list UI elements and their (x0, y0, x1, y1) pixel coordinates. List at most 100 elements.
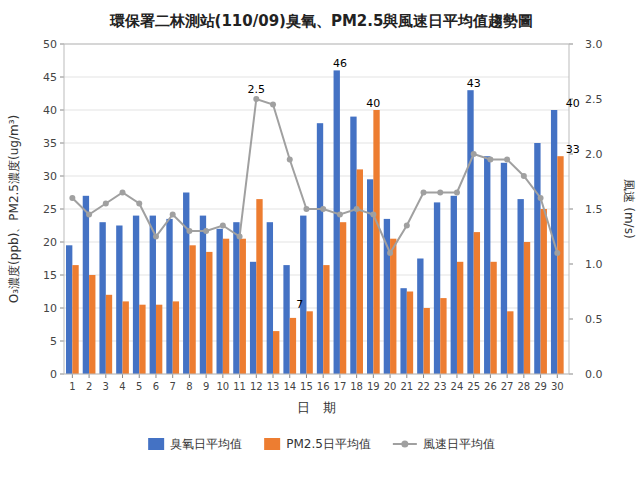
bar (183, 193, 189, 375)
y2-tick-label: 0.5 (585, 313, 603, 326)
y-axis-label: O₃濃度(ppb)、PM2.5濃度(ug/m³) (7, 115, 21, 303)
bar (334, 70, 340, 374)
point (337, 212, 343, 218)
point (69, 195, 75, 201)
point (237, 234, 243, 240)
bar (206, 252, 212, 374)
legend-label: 臭氧日平均值 (170, 437, 242, 451)
x-tick-label: 13 (267, 381, 280, 392)
x-tick (390, 374, 391, 378)
y-tick (60, 374, 64, 375)
annotation: 46 (333, 57, 347, 70)
x-tick-label: 30 (551, 381, 564, 392)
bar (490, 262, 496, 374)
plot-data (66, 70, 564, 374)
bar (367, 179, 373, 374)
x-tick-label: 28 (517, 381, 530, 392)
bar (150, 216, 156, 374)
bar (133, 216, 139, 374)
bar (507, 311, 513, 374)
x-tick (473, 374, 474, 378)
x-tick-label: 29 (534, 381, 547, 392)
point (136, 201, 142, 207)
annotation: 7 (296, 298, 303, 311)
point (370, 212, 376, 218)
x-tick-label: 20 (384, 381, 397, 392)
point (487, 157, 493, 163)
x-tick (206, 374, 207, 378)
axes: 051015202530354045500.00.51.01.52.02.53.… (43, 38, 603, 392)
bar (467, 90, 473, 374)
bar (233, 222, 239, 374)
point (303, 206, 309, 212)
bar (156, 305, 162, 374)
bar (434, 202, 440, 374)
y2-tick-label: 3.0 (585, 38, 603, 51)
bar (357, 169, 363, 374)
bar (524, 242, 530, 374)
x-tick (423, 374, 424, 378)
x-tick (139, 374, 140, 378)
x-tick-label: 17 (334, 381, 347, 392)
y-tick (60, 77, 64, 78)
x-tick-label: 5 (136, 381, 142, 392)
x-tick-label: 7 (170, 381, 176, 392)
point (454, 190, 460, 196)
x-tick-label: 1 (69, 381, 75, 392)
y2-tick (569, 374, 573, 375)
y-tick (60, 110, 64, 111)
x-tick (239, 374, 240, 378)
y-tick-label: 0 (50, 368, 57, 381)
bar (541, 209, 547, 374)
y2-tick-label: 0.0 (585, 368, 603, 381)
x-tick (72, 374, 73, 378)
y-tick-label: 5 (50, 335, 57, 348)
point (320, 206, 326, 212)
legend-label: PM2.5日平均值 (286, 437, 371, 451)
annotation: 40 (566, 97, 580, 110)
bar (501, 163, 507, 374)
y2-tick (569, 319, 573, 320)
bar (256, 199, 262, 374)
point (521, 173, 527, 179)
y-tick-label: 10 (43, 302, 57, 315)
title: 環保署二林測站(110/09)臭氧、PM2.5與風速日平均值趨勢圖 (109, 12, 534, 30)
legend: 臭氧日平均值PM2.5日平均值風速日平均值 (148, 437, 495, 451)
y-tick (60, 44, 64, 45)
y2-tick (569, 209, 573, 210)
x-tick (523, 374, 524, 378)
grid-line (64, 176, 569, 177)
point (437, 190, 443, 196)
x-tick-label: 22 (417, 381, 430, 392)
bar (306, 311, 312, 374)
annotation: 33 (566, 143, 580, 156)
bar (400, 288, 406, 374)
x-tick (540, 374, 541, 378)
y-tick-label: 45 (43, 71, 57, 84)
grid-line (64, 110, 569, 111)
bar (66, 245, 72, 374)
y2-axis-label: 風速 (m/s) (622, 179, 636, 238)
x-tick-label: 19 (367, 381, 380, 392)
bar (106, 295, 112, 374)
bar (424, 308, 430, 374)
point (554, 250, 560, 256)
bar (189, 245, 195, 374)
bar (273, 331, 279, 374)
x-axis-label: 日 期 (297, 400, 336, 415)
point (153, 234, 159, 240)
bar (223, 239, 229, 374)
x-tick-label: 9 (203, 381, 209, 392)
chart: 環保署二林測站(110/09)臭氧、PM2.5與風速日平均值趨勢圖0510152… (0, 0, 643, 484)
x-tick-label: 12 (250, 381, 263, 392)
x-tick (273, 374, 274, 378)
bar (217, 229, 223, 374)
bar (83, 196, 89, 374)
x-tick-label: 18 (350, 381, 363, 392)
annotation: 43 (467, 77, 481, 90)
bar (116, 226, 122, 375)
point (387, 250, 393, 256)
bar (267, 222, 273, 374)
point (120, 190, 126, 196)
x-tick-label: 3 (103, 381, 109, 392)
